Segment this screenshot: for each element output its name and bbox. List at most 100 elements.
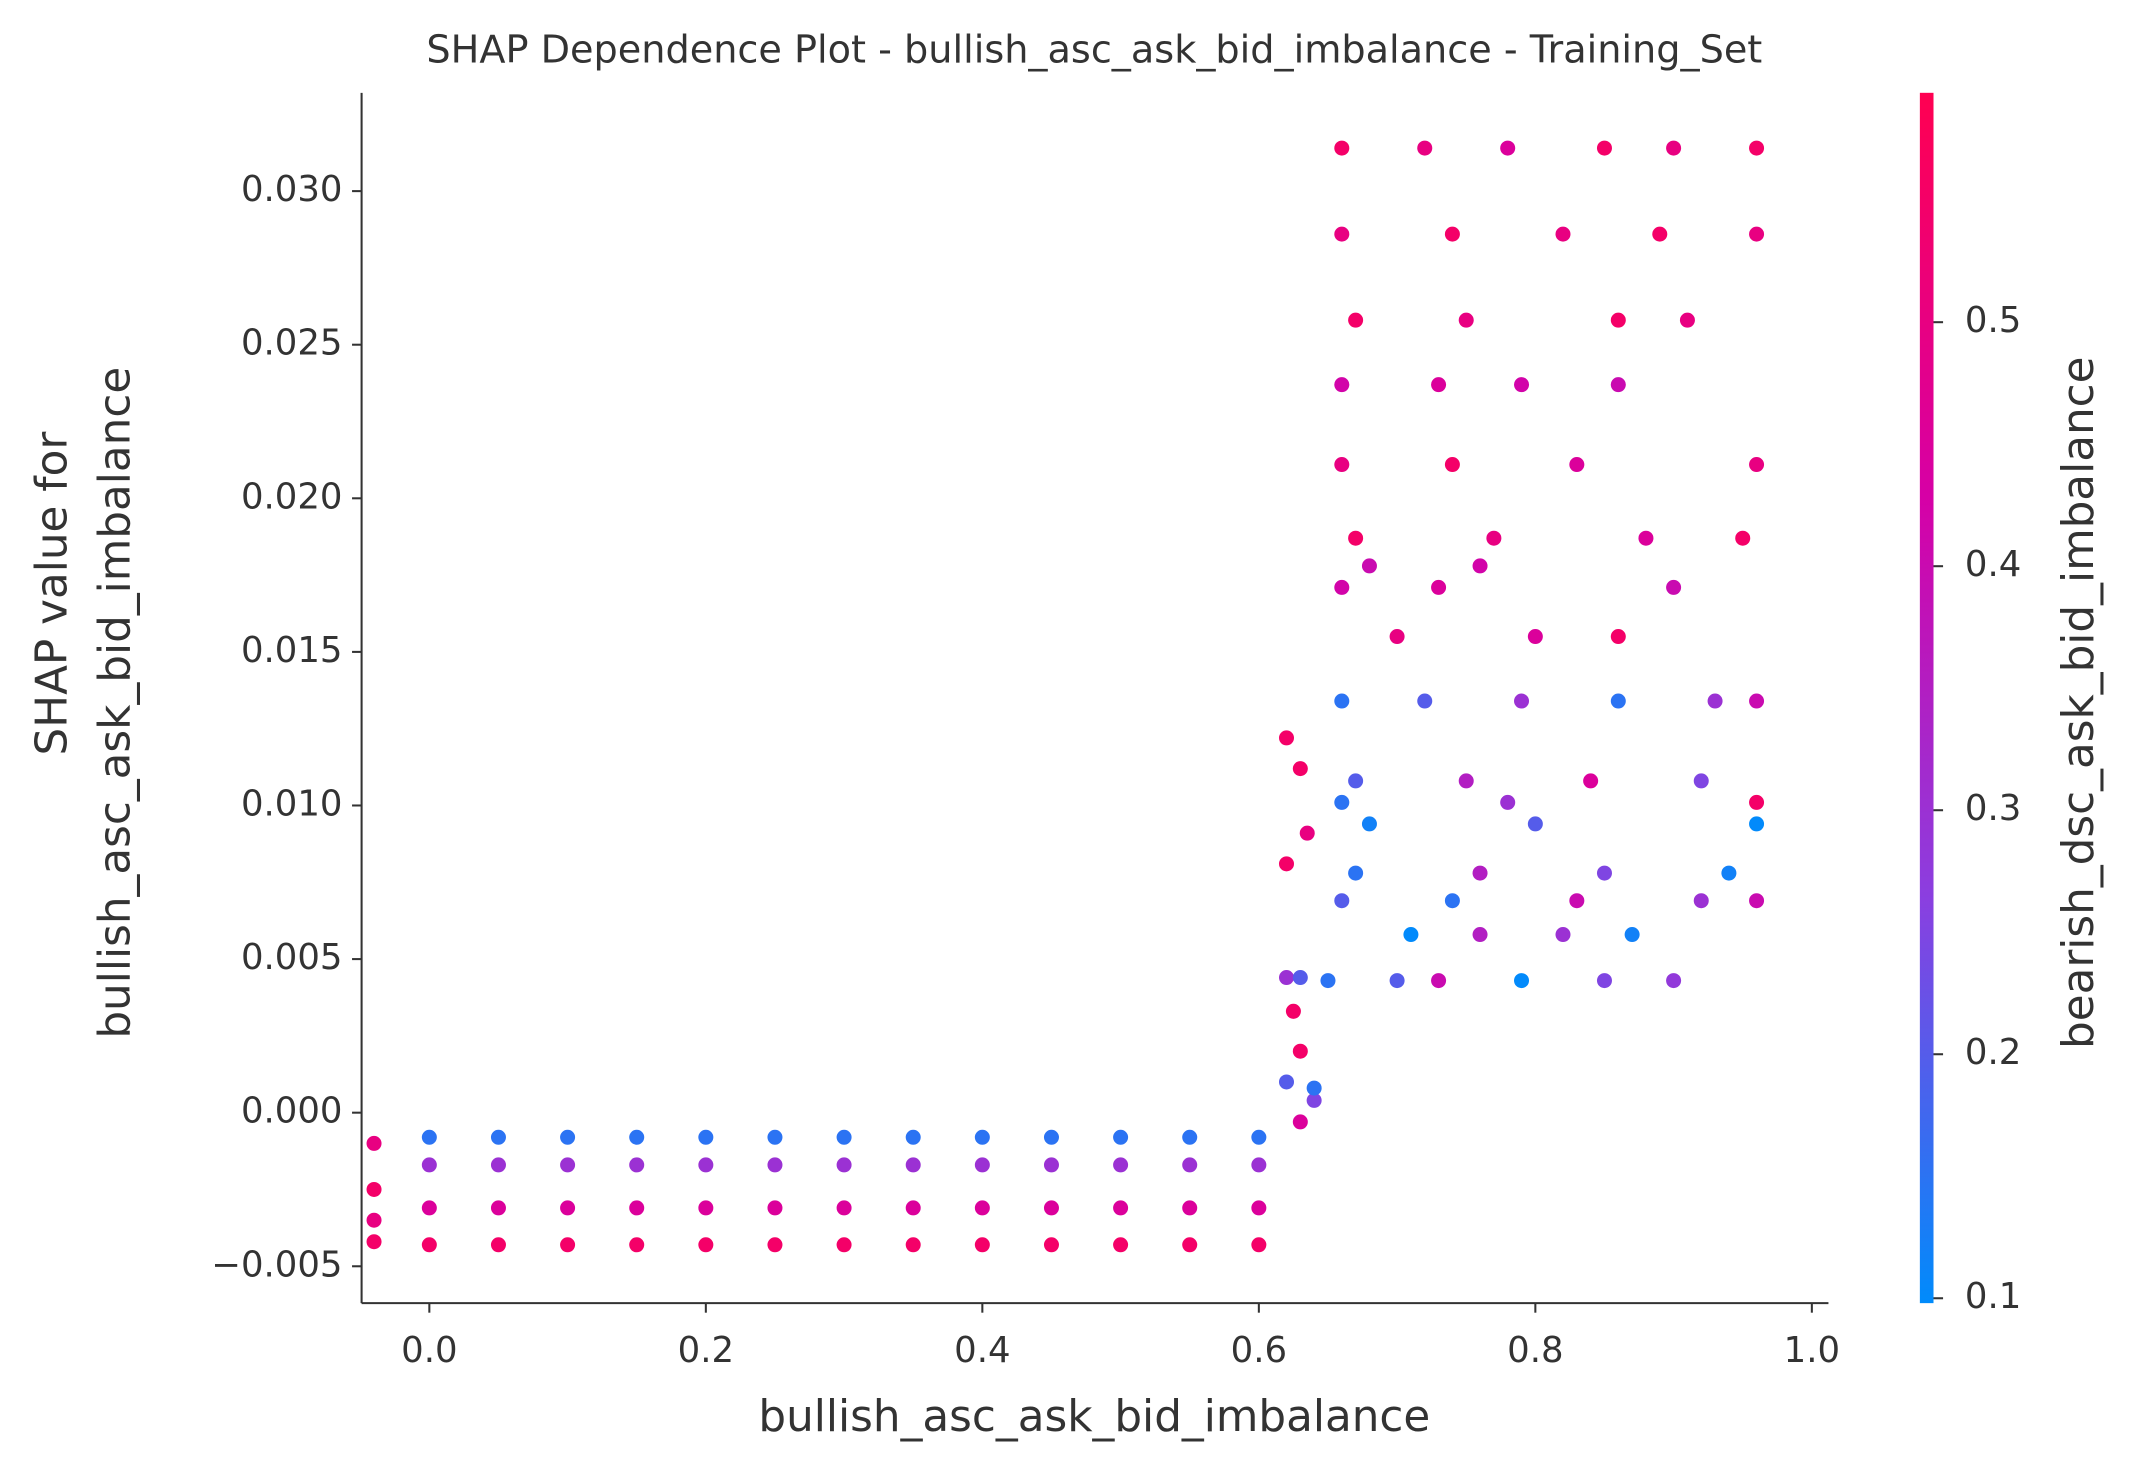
- point: [1403, 927, 1419, 943]
- point: [698, 1237, 714, 1253]
- point: [974, 1157, 990, 1173]
- point: [1610, 693, 1626, 709]
- point: [1514, 693, 1530, 709]
- point: [1292, 1114, 1308, 1130]
- y-axis-label: SHAP value for: [27, 432, 78, 756]
- point: [629, 1200, 645, 1216]
- point: [1043, 1129, 1059, 1145]
- x-tick-label: 0.0: [401, 1330, 457, 1371]
- point: [698, 1129, 714, 1145]
- point: [490, 1200, 506, 1216]
- point: [560, 1129, 576, 1145]
- point: [1624, 927, 1640, 943]
- point: [1444, 893, 1460, 909]
- point: [1113, 1157, 1129, 1173]
- x-tick-label: 0.4: [954, 1330, 1010, 1371]
- point: [905, 1200, 921, 1216]
- point: [1389, 629, 1405, 645]
- point: [1444, 226, 1460, 242]
- point: [1749, 693, 1765, 709]
- point: [560, 1157, 576, 1173]
- point: [905, 1129, 921, 1145]
- colorbar-tick-label: 0.1: [1965, 1276, 2021, 1317]
- point: [1278, 1074, 1295, 1090]
- point: [974, 1129, 990, 1145]
- point: [1527, 629, 1543, 645]
- point: [629, 1237, 645, 1253]
- point: [490, 1157, 506, 1173]
- colorbar-tick-label: 0.5: [1965, 300, 2021, 341]
- point: [698, 1157, 714, 1173]
- point: [1444, 457, 1460, 473]
- y-tick-label: 0.005: [241, 937, 343, 978]
- point: [1251, 1237, 1267, 1253]
- point: [1486, 530, 1502, 546]
- point: [1666, 579, 1682, 595]
- x-tick-label: 0.8: [1507, 1330, 1563, 1371]
- point: [836, 1237, 852, 1253]
- points: [366, 140, 1765, 1253]
- point: [1417, 693, 1433, 709]
- point: [1555, 226, 1571, 242]
- point: [767, 1129, 783, 1145]
- point: [767, 1237, 783, 1253]
- point: [366, 1234, 382, 1250]
- point: [1113, 1200, 1129, 1216]
- point: [1251, 1129, 1267, 1145]
- point: [1306, 1080, 1322, 1096]
- point: [1292, 1043, 1308, 1059]
- point: [1334, 794, 1350, 810]
- point: [1749, 140, 1765, 156]
- point: [421, 1237, 437, 1253]
- point: [1043, 1200, 1059, 1216]
- point: [1749, 794, 1765, 810]
- point: [1348, 530, 1364, 546]
- point: [1334, 140, 1350, 156]
- point: [1182, 1129, 1198, 1145]
- point: [1610, 312, 1626, 328]
- x-axis-label: bullish_asc_ask_bid_imbalance: [758, 1391, 1430, 1442]
- x-tick-label: 0.6: [1231, 1330, 1287, 1371]
- point: [1596, 865, 1612, 881]
- point: [1278, 970, 1295, 986]
- point: [1292, 761, 1308, 777]
- point: [366, 1181, 382, 1197]
- point: [1652, 226, 1668, 242]
- point: [1514, 377, 1530, 393]
- point: [1735, 530, 1751, 546]
- point: [1278, 856, 1295, 872]
- point: [421, 1200, 437, 1216]
- point: [1610, 629, 1626, 645]
- point: [1251, 1157, 1267, 1173]
- point: [1431, 377, 1447, 393]
- point: [1514, 973, 1530, 989]
- point: [1348, 865, 1364, 881]
- y-tick-label: 0.020: [241, 476, 343, 517]
- point: [1334, 693, 1350, 709]
- colorbar-tick-label: 0.2: [1965, 1032, 2021, 1073]
- point: [1472, 558, 1488, 574]
- point: [1113, 1237, 1129, 1253]
- point: [836, 1157, 852, 1173]
- point: [1569, 893, 1585, 909]
- point: [629, 1129, 645, 1145]
- point: [366, 1212, 382, 1228]
- point: [1292, 970, 1308, 986]
- point: [490, 1237, 506, 1253]
- point: [1693, 773, 1709, 789]
- point: [1458, 773, 1474, 789]
- point: [1666, 140, 1682, 156]
- point: [1721, 865, 1737, 881]
- colorbar-label: bearish_dsc_ask_bid_imbalance: [2053, 357, 2104, 1049]
- point: [1569, 457, 1585, 473]
- y-axis-label: bullish_asc_ask_bid_imbalance: [89, 367, 140, 1039]
- point: [1458, 312, 1474, 328]
- point: [1749, 226, 1765, 242]
- point: [1251, 1200, 1267, 1216]
- point: [560, 1200, 576, 1216]
- point: [974, 1200, 990, 1216]
- point: [1610, 377, 1626, 393]
- point: [1334, 377, 1350, 393]
- point: [1320, 973, 1336, 989]
